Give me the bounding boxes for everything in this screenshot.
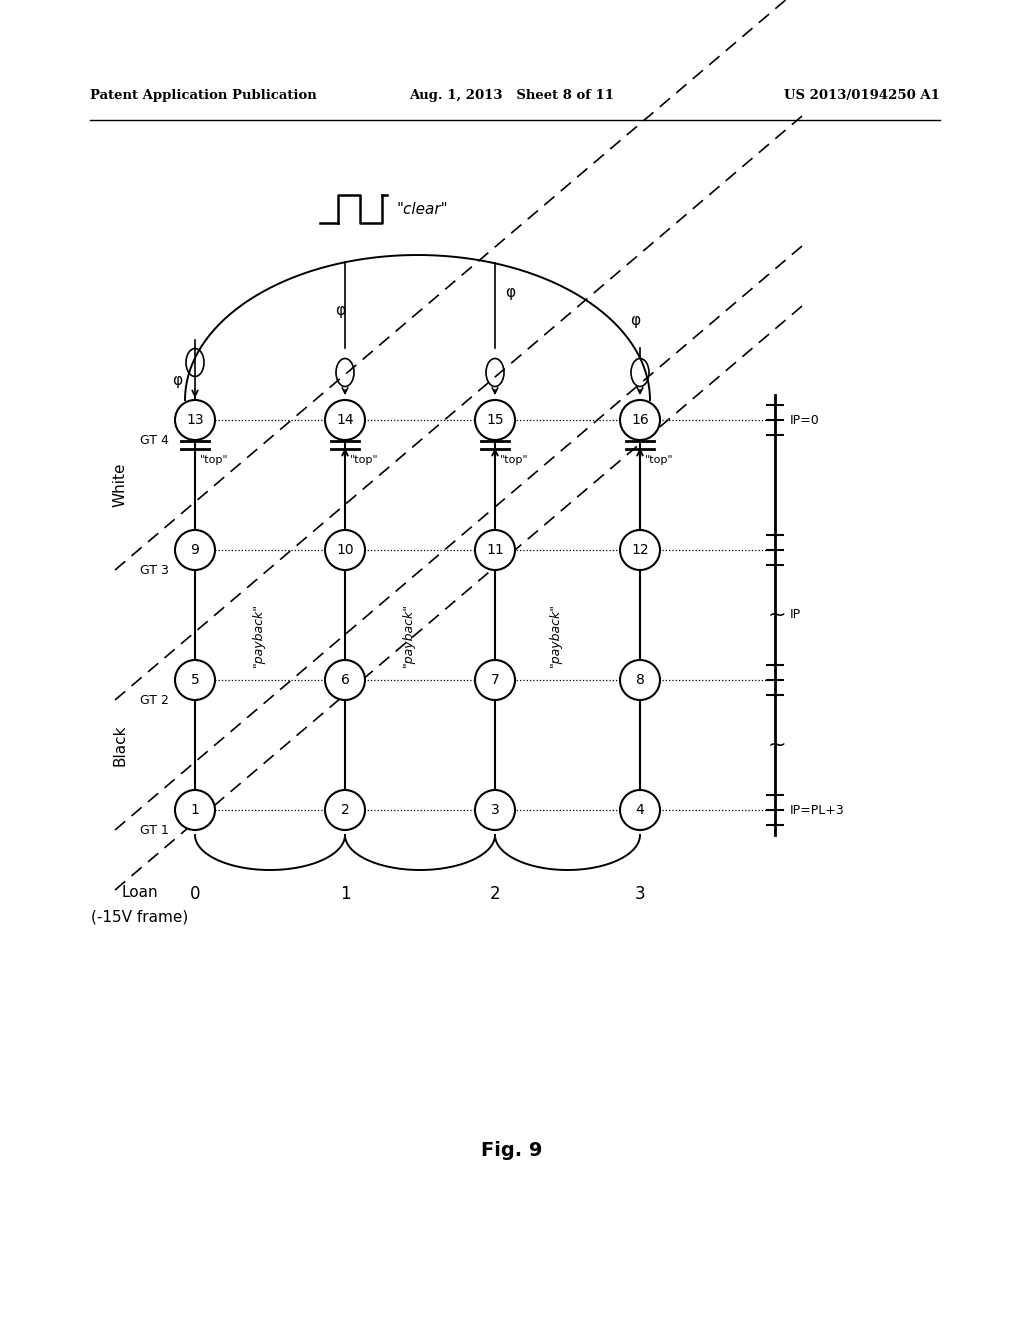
Text: US 2013/0194250 A1: US 2013/0194250 A1: [784, 88, 940, 102]
Text: GT 1: GT 1: [140, 824, 169, 837]
Text: White: White: [113, 463, 128, 507]
Text: "clear": "clear": [396, 202, 449, 216]
Circle shape: [175, 531, 215, 570]
Text: ~: ~: [768, 735, 786, 755]
Text: "top": "top": [350, 455, 379, 465]
Text: GT 4: GT 4: [140, 433, 169, 446]
Text: 4: 4: [636, 803, 644, 817]
Circle shape: [620, 531, 660, 570]
Circle shape: [475, 789, 515, 830]
Circle shape: [175, 789, 215, 830]
Text: φ: φ: [335, 302, 345, 318]
Text: ~: ~: [768, 605, 786, 624]
Text: 9: 9: [190, 543, 200, 557]
Text: "payback": "payback": [401, 603, 415, 667]
Text: Patent Application Publication: Patent Application Publication: [90, 88, 316, 102]
Text: 14: 14: [336, 413, 354, 426]
Text: 13: 13: [186, 413, 204, 426]
Text: "top": "top": [645, 455, 674, 465]
Circle shape: [475, 400, 515, 440]
Text: 2: 2: [341, 803, 349, 817]
Text: 7: 7: [490, 673, 500, 686]
Text: 1: 1: [340, 884, 350, 903]
Text: GT 3: GT 3: [140, 564, 169, 577]
Text: Aug. 1, 2013   Sheet 8 of 11: Aug. 1, 2013 Sheet 8 of 11: [410, 88, 614, 102]
Text: φ: φ: [630, 313, 640, 327]
Text: "top": "top": [200, 455, 228, 465]
Text: 1: 1: [190, 803, 200, 817]
Circle shape: [620, 789, 660, 830]
Text: 11: 11: [486, 543, 504, 557]
Text: 12: 12: [631, 543, 649, 557]
Text: 0: 0: [189, 884, 201, 903]
Circle shape: [620, 400, 660, 440]
Circle shape: [475, 660, 515, 700]
Text: IP=PL+3: IP=PL+3: [790, 804, 845, 817]
Circle shape: [620, 660, 660, 700]
Text: 5: 5: [190, 673, 200, 686]
Text: "payback": "payback": [252, 603, 264, 667]
Text: 15: 15: [486, 413, 504, 426]
Text: Loan: Loan: [122, 884, 159, 900]
Text: GT 2: GT 2: [140, 693, 169, 706]
Circle shape: [325, 531, 365, 570]
Circle shape: [325, 789, 365, 830]
Text: 16: 16: [631, 413, 649, 426]
Circle shape: [175, 400, 215, 440]
Circle shape: [325, 400, 365, 440]
Text: IP: IP: [790, 609, 801, 622]
Text: Black: Black: [113, 725, 128, 766]
Circle shape: [325, 660, 365, 700]
Text: φ: φ: [172, 372, 182, 388]
Text: 6: 6: [341, 673, 349, 686]
Text: 8: 8: [636, 673, 644, 686]
Circle shape: [475, 531, 515, 570]
Text: Fig. 9: Fig. 9: [481, 1140, 543, 1159]
Text: φ: φ: [505, 285, 515, 300]
Text: 3: 3: [635, 884, 645, 903]
Text: IP=0: IP=0: [790, 413, 820, 426]
Text: 3: 3: [490, 803, 500, 817]
Text: 10: 10: [336, 543, 354, 557]
Circle shape: [175, 660, 215, 700]
Text: (-15V frame): (-15V frame): [91, 909, 188, 925]
Text: 2: 2: [489, 884, 501, 903]
Text: "payback": "payback": [549, 603, 562, 667]
Text: "top": "top": [500, 455, 528, 465]
